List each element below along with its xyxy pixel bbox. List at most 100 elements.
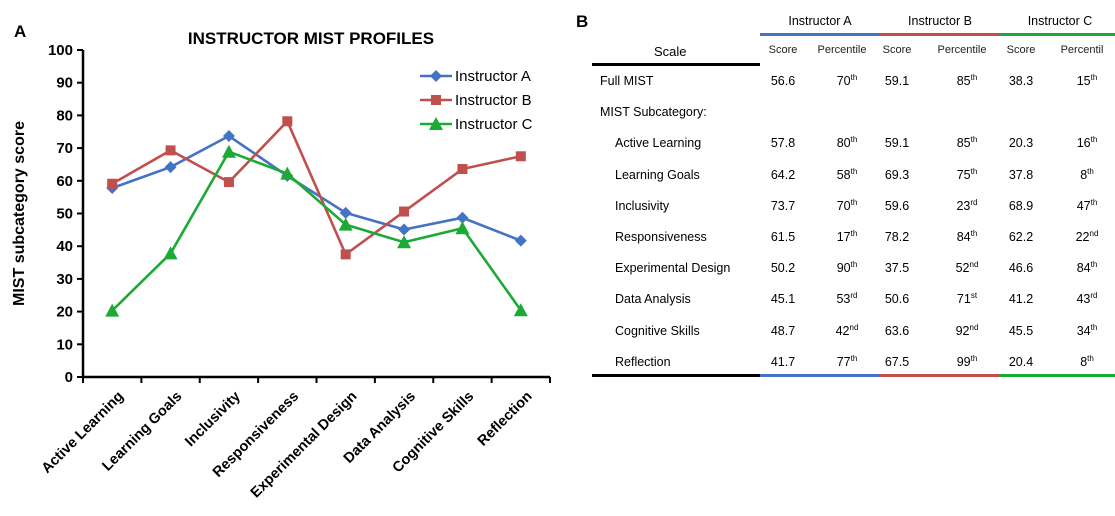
percentile-cell: 84th <box>940 229 994 244</box>
data-point <box>107 178 118 189</box>
percentile-cell: 77th <box>820 354 874 369</box>
instructor-header: Instructor B <box>908 14 972 28</box>
score-cell: 63.6 <box>884 323 910 338</box>
mist-score-table: Instructor A Score Percentile Instructor B S… <box>592 0 1115 400</box>
instructor-header-underline <box>1000 33 1115 36</box>
percentile-suffix: th <box>970 72 978 82</box>
instructor-header: Instructor C <box>1027 14 1093 28</box>
percentile-col-header: Percentil <box>1060 44 1104 56</box>
percentile-value: 75 <box>956 167 971 182</box>
row-label: Data Analysis <box>615 292 691 307</box>
row-label: Active Learning <box>615 136 702 151</box>
legend-marker <box>431 95 441 105</box>
legend-label: Instructor C <box>455 116 533 133</box>
percentile-suffix: th <box>1090 72 1098 82</box>
percentile-cell: 17th <box>820 228 874 244</box>
percentile-suffix: th <box>1090 197 1098 207</box>
line-chart: INSTRUCTOR MIST PROFILES MIST subcategory… <box>11 29 551 502</box>
row-label: Experimental Design <box>615 261 731 276</box>
bottom-rule <box>592 374 760 377</box>
percentile-cell: 8th <box>1060 353 1114 369</box>
x-tick-label: Experimental Design <box>248 389 361 502</box>
percentile-suffix: rd <box>970 197 978 207</box>
percentile-cell: 90th <box>820 261 874 276</box>
percentile-value: 77 <box>836 354 851 369</box>
percentile-cell: 22nd <box>1060 229 1114 244</box>
y-tick-label: 80 <box>56 107 73 124</box>
percentile-value: 34 <box>1076 323 1091 338</box>
percentile-value: 84 <box>956 230 971 244</box>
percentile-suffix: th <box>850 228 858 238</box>
percentile-value: 99 <box>956 354 971 369</box>
score-col-header: Score <box>882 44 912 56</box>
percentile-cell: 58th <box>820 166 874 182</box>
data-point <box>164 161 177 174</box>
score-cell: 41.7 <box>770 354 796 369</box>
data-point <box>399 206 410 217</box>
percentile-value: 23 <box>956 198 971 213</box>
y-tick-label: 70 <box>56 140 73 157</box>
data-point <box>223 177 234 188</box>
percentile-value: 85 <box>956 136 971 151</box>
score-cell: 59.1 <box>884 74 910 88</box>
percentile-suffix: rd <box>1090 291 1098 301</box>
score-cell: 37.5 <box>884 261 910 276</box>
percentile-suffix: nd <box>969 260 979 270</box>
percentile-col-header: Percentile <box>937 44 987 56</box>
percentile-value: 22 <box>1075 230 1090 244</box>
percentile-suffix: rd <box>850 291 858 301</box>
y-tick-label: 60 <box>56 173 73 190</box>
percentile-cell: 85th <box>940 72 994 88</box>
score-cell: 69.3 <box>884 167 910 182</box>
legend-marker <box>429 117 443 130</box>
percentile-cell: 75th <box>940 166 994 182</box>
percentile-cell: 71st <box>940 292 994 307</box>
data-point <box>280 166 295 180</box>
data-point <box>282 116 293 127</box>
score-cell: 56.6 <box>770 74 796 88</box>
percentile-cell: 34th <box>1060 323 1114 338</box>
y-axis-label: MIST subcategory score <box>11 121 28 306</box>
legend-marker <box>430 70 442 82</box>
percentile-value: 85 <box>956 74 971 88</box>
percentile-suffix: th <box>970 353 978 363</box>
data-point <box>221 144 236 158</box>
data-point <box>456 211 469 224</box>
series-line <box>111 134 522 242</box>
panel-b-label: B <box>576 12 589 31</box>
percentile-cell: 92nd <box>940 322 994 338</box>
series-line <box>111 150 522 312</box>
percentile-value: 70 <box>836 198 851 213</box>
percentile-value: 84 <box>1076 261 1091 276</box>
data-point <box>163 246 178 260</box>
percentile-suffix: th <box>970 166 978 176</box>
score-cell: 67.5 <box>884 354 910 369</box>
percentile-value: 8 <box>1080 167 1088 182</box>
row-label: Inclusivity <box>615 198 670 213</box>
instructor-bottom-underline <box>880 374 1000 377</box>
legend-label: Instructor B <box>455 92 532 109</box>
data-point <box>398 223 411 236</box>
percentile-suffix: nd <box>969 322 979 332</box>
instructor-bottom-underline <box>760 374 880 377</box>
instructor-header: Instructor A <box>788 14 852 28</box>
data-point <box>105 303 120 317</box>
data-point <box>340 249 351 260</box>
y-tick-label: 100 <box>48 42 73 59</box>
percentile-cell: 23rd <box>940 197 994 213</box>
data-point <box>222 130 235 143</box>
percentile-suffix: th <box>850 166 858 176</box>
data-point <box>455 221 470 235</box>
percentile-cell: 52nd <box>940 260 994 276</box>
percentile-suffix: th <box>1087 353 1094 363</box>
instructor-header-underline <box>880 33 1000 36</box>
series-instructor-c <box>105 144 528 317</box>
score-col-header: Score <box>768 44 798 56</box>
percentile-cell: 16th <box>1060 136 1114 151</box>
percentile-cell: 47th <box>1060 197 1114 213</box>
panel-a-label: A <box>14 22 27 41</box>
header-rule <box>592 63 760 66</box>
score-cell: 68.9 <box>1008 198 1034 213</box>
row-label: Reflection <box>615 354 671 369</box>
x-tick-label: Inclusivity <box>182 389 243 450</box>
